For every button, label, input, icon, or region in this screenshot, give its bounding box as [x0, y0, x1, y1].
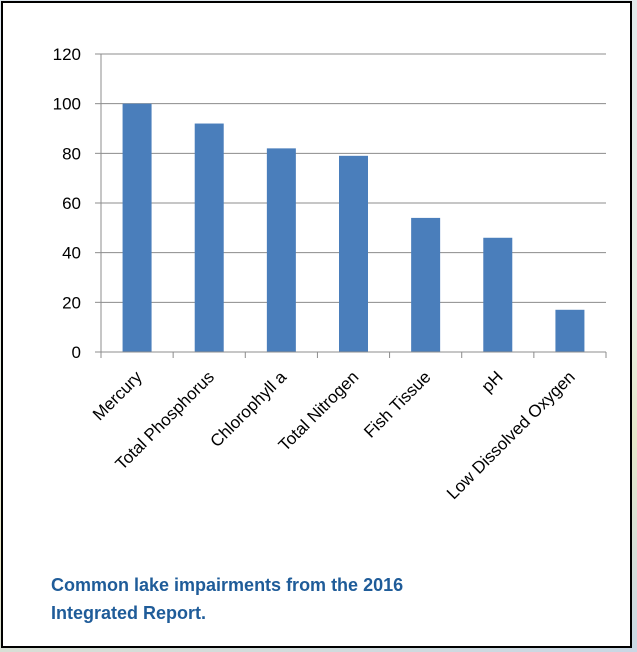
y-tick-label: 100	[53, 95, 81, 114]
x-tick-label: Fish Tissue	[360, 367, 434, 441]
axes	[95, 53, 607, 358]
bar-ph	[483, 237, 513, 352]
x-tick-label: pH	[478, 367, 507, 396]
bars	[122, 103, 585, 353]
bar-fish-tissue	[411, 217, 441, 352]
bar-total-nitrogen	[339, 155, 368, 352]
y-tick-label: 60	[62, 194, 81, 213]
x-tick-label: Mercury	[89, 367, 146, 424]
x-tick-label: Low Dissolved Oxygen	[443, 367, 579, 503]
y-tick-label: 80	[62, 144, 81, 163]
y-tick-label: 20	[62, 293, 81, 312]
bar-chlorophyll-a	[266, 148, 296, 352]
y-tick-labels: 0 20 40 60 80 100 120	[53, 45, 81, 362]
figure-caption: Common lake impairments from the 2016 In…	[51, 575, 404, 623]
y-tick-label: 0	[72, 343, 81, 362]
bar-low-dissolved-oxygen	[555, 309, 585, 352]
bar-mercury	[122, 103, 152, 353]
y-tick-label: 120	[53, 45, 81, 64]
y-tick-label: 40	[62, 244, 81, 263]
bar-total-phosphorus	[194, 123, 224, 353]
